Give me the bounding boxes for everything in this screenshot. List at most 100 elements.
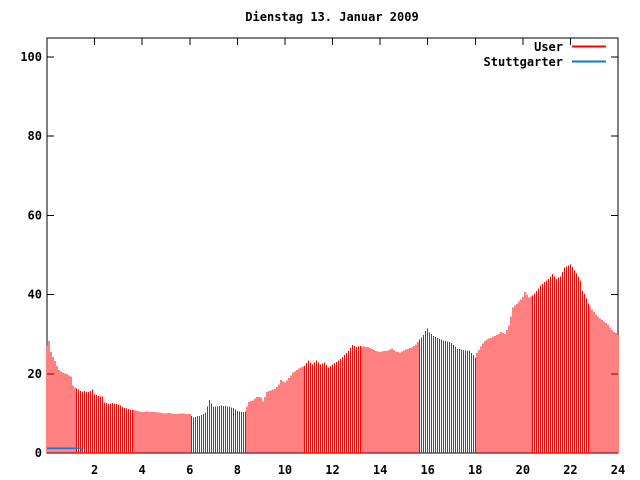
user-bar xyxy=(514,305,516,453)
user-bar xyxy=(480,346,482,453)
user-bar xyxy=(524,291,526,453)
user-bar xyxy=(387,350,389,453)
user-bar xyxy=(52,356,54,453)
user-bar xyxy=(306,363,308,453)
user-bar xyxy=(399,352,401,453)
user-bar xyxy=(421,337,423,453)
user-bar xyxy=(278,384,280,453)
user-bar xyxy=(450,342,452,453)
user-bar xyxy=(522,296,524,453)
user-bar xyxy=(528,297,530,453)
x-tick-label: 16 xyxy=(420,463,434,477)
user-bar xyxy=(220,405,222,453)
user-bar xyxy=(161,413,163,453)
user-bar xyxy=(74,387,76,453)
user-bar xyxy=(341,356,343,453)
user-bar xyxy=(252,400,254,453)
user-bar xyxy=(482,343,484,453)
user-bar xyxy=(167,413,169,453)
user-bar xyxy=(238,411,240,453)
user-bar xyxy=(131,409,133,453)
y-tick-label: 100 xyxy=(20,50,42,64)
user-bar xyxy=(367,346,369,453)
user-bar xyxy=(585,298,587,453)
user-bar xyxy=(209,399,211,453)
user-bar xyxy=(494,335,496,453)
user-bar xyxy=(155,412,157,453)
user-bar xyxy=(256,396,258,453)
user-bar xyxy=(215,406,217,453)
user-bar xyxy=(193,417,195,453)
user-bar xyxy=(375,350,377,453)
user-bar xyxy=(111,403,113,453)
user-bar xyxy=(403,350,405,453)
user-bar xyxy=(437,338,439,453)
user-bar xyxy=(115,403,117,453)
user-bar xyxy=(205,412,207,453)
user-bar xyxy=(250,401,252,453)
user-bar xyxy=(454,346,456,453)
user-bar xyxy=(371,348,373,453)
user-bar xyxy=(417,342,419,453)
user-bar xyxy=(304,365,306,453)
user-bar xyxy=(393,350,395,453)
user-bar xyxy=(169,413,171,453)
user-bar xyxy=(425,331,427,453)
user-bar xyxy=(125,408,127,453)
user-bar xyxy=(504,334,506,453)
user-bar xyxy=(191,415,193,453)
user-bar xyxy=(565,266,567,453)
user-bar xyxy=(415,344,417,453)
user-bar xyxy=(224,405,226,453)
user-bar xyxy=(601,319,603,453)
user-bar xyxy=(284,382,286,453)
user-bar xyxy=(363,346,365,453)
user-bar xyxy=(615,333,617,453)
user-bar xyxy=(66,373,68,453)
user-bar xyxy=(302,366,304,453)
user-bar xyxy=(490,337,492,453)
user-bar xyxy=(409,348,411,453)
x-tick-label: 14 xyxy=(373,463,387,477)
user-bar xyxy=(195,416,197,453)
user-bar xyxy=(324,362,326,453)
user-bar xyxy=(536,291,538,453)
user-bar xyxy=(411,347,413,453)
user-bar xyxy=(443,340,445,453)
user-bar xyxy=(175,413,177,453)
user-bar xyxy=(431,334,433,453)
user-bar xyxy=(270,390,272,453)
user-bar xyxy=(413,346,415,453)
user-bar xyxy=(571,266,573,453)
y-tick-label: 40 xyxy=(28,288,42,302)
user-bar xyxy=(448,342,450,453)
user-bar xyxy=(359,346,361,453)
user-bar xyxy=(478,350,480,453)
user-bar xyxy=(542,283,544,453)
user-bar xyxy=(599,318,601,453)
user-bar xyxy=(145,411,147,453)
user-bar xyxy=(109,403,111,453)
user-bar xyxy=(222,405,224,453)
user-bar xyxy=(595,314,597,453)
x-tick-label: 22 xyxy=(563,463,577,477)
user-bar xyxy=(143,411,145,453)
user-bar xyxy=(102,396,104,453)
user-bar xyxy=(58,369,60,453)
user-bar xyxy=(550,276,552,453)
user-bar xyxy=(318,362,320,453)
user-bar xyxy=(427,328,429,453)
user-bar xyxy=(611,330,613,453)
user-bar xyxy=(129,409,131,453)
user-bar xyxy=(526,294,528,453)
user-bar xyxy=(423,334,425,453)
user-bar xyxy=(353,346,355,453)
user-bar xyxy=(181,413,183,453)
user-bar xyxy=(268,391,270,453)
user-bar xyxy=(587,303,589,453)
user-bar xyxy=(349,348,351,453)
x-tick-label: 4 xyxy=(139,463,146,477)
legend: User Stuttgarter xyxy=(484,40,606,69)
user-bar xyxy=(78,389,80,453)
user-bar xyxy=(82,391,84,453)
